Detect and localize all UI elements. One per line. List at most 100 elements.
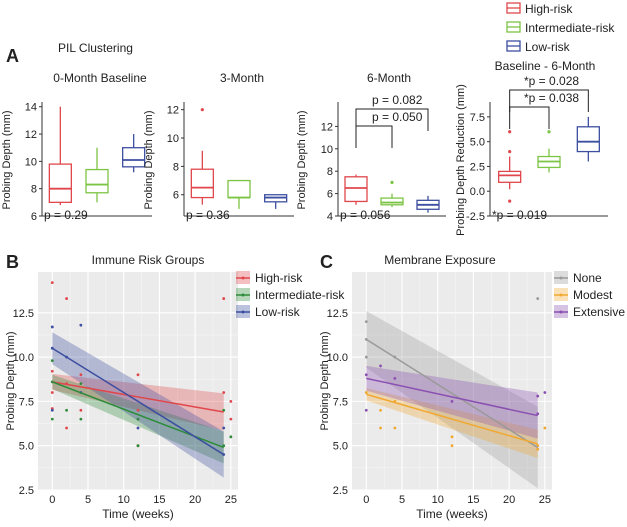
chart-title: Immune Risk Groups	[92, 253, 205, 267]
box-low-risk	[122, 147, 146, 168]
p-value-annotation: *p = 0.038	[524, 91, 579, 105]
significance-bracket	[509, 89, 589, 112]
regression-line-modest	[366, 393, 538, 445]
data-point	[50, 325, 54, 329]
scatter-panel-immune-risk: 2.5 5.0 7.5 10.0 12.5 0 5 10 15 20 25 Immune Risk G…	[5, 253, 345, 521]
data-point	[229, 435, 233, 439]
y-tick-label: 8	[327, 166, 333, 178]
legend-label: Extensive	[573, 305, 625, 319]
box-outlier	[390, 180, 394, 184]
data-point	[136, 408, 140, 412]
data-point	[450, 399, 454, 403]
box-panel-baseline: 0-Month Baseline 6 8 10 12 14 Probing Depth (m…	[1, 71, 152, 223]
y-tick-label: 12	[321, 121, 333, 133]
chart-title: Baseline - 6-Month	[495, 59, 596, 73]
y-tick-label: 7.5	[19, 396, 34, 408]
y-tick-label: 10	[321, 144, 333, 156]
y-tick-label: 10.0	[327, 352, 348, 364]
regression-line-high-risk	[52, 381, 224, 413]
data-point	[364, 373, 368, 377]
y-tick-label: 7.5	[333, 396, 348, 408]
y-tick-label: 2.5	[333, 485, 348, 497]
data-point	[543, 391, 547, 394]
plot-background	[352, 272, 552, 490]
x-tick-label: 0	[363, 494, 369, 506]
data-point	[65, 408, 68, 412]
panel-letter-c: C	[320, 252, 333, 272]
box-outlier	[200, 108, 204, 112]
x-tick-label: 10	[118, 494, 130, 506]
data-point	[536, 412, 540, 416]
p-value-annotation: p = 0.36	[186, 208, 230, 222]
box-outlier	[547, 130, 551, 134]
x-tick-label: 15	[153, 494, 165, 506]
data-point	[536, 394, 540, 398]
p-value-annotation: p = 0.056	[340, 208, 391, 222]
x-tick-label: 15	[467, 494, 479, 506]
data-point	[364, 391, 368, 394]
y-tick-label: 6	[31, 211, 37, 223]
top-legend-label: Low-risk	[525, 40, 571, 54]
box-outlier	[508, 130, 512, 134]
data-point	[79, 323, 83, 327]
top-legend-label: High-risk	[525, 2, 573, 16]
y-tick-label: 8	[31, 184, 37, 196]
chart-title: 3-Month	[220, 71, 264, 85]
p-value-annotation: *p = 0.028	[524, 74, 579, 88]
top-legend: High-risk Intermediate-risk Low-risk	[506, 2, 615, 54]
data-point	[450, 435, 454, 439]
data-point	[364, 320, 368, 324]
y-tick-label: 10.0	[13, 352, 34, 364]
x-tick-label: 5	[399, 494, 405, 506]
significance-bracket	[509, 106, 550, 129]
confidence-band-high-risk	[52, 373, 224, 431]
box-intermediate-risk	[85, 168, 109, 194]
data-point	[229, 417, 233, 421]
regression-line-none	[365, 338, 539, 449]
data-point	[222, 426, 226, 430]
x-tick-label: 10	[432, 494, 444, 506]
legend-key-point	[559, 276, 563, 280]
y-tick-label: 12.5	[327, 308, 348, 320]
plot-background	[38, 272, 238, 490]
box-high-risk	[190, 168, 214, 199]
y-tick-label: 14	[25, 102, 37, 114]
significance-bracket	[355, 108, 429, 131]
data-point	[136, 417, 140, 421]
data-point	[79, 408, 83, 412]
data-point	[379, 426, 382, 430]
panel-letter-b: B	[6, 252, 19, 272]
legend-label: High-risk	[255, 271, 303, 285]
y-tick-label: 12	[167, 105, 179, 117]
data-point	[50, 281, 54, 285]
x-tick-label: 20	[503, 494, 515, 506]
top-legend-item-low-risk: Low-risk	[506, 40, 571, 54]
legend-key-point	[241, 276, 245, 280]
data-point	[536, 297, 540, 300]
y-axis-label: Probing Depth (mm)	[319, 331, 331, 430]
box-low-risk	[576, 126, 600, 153]
data-point	[50, 408, 54, 412]
box-panel-3-month: 3-Month 6 8 10 12 Probing Depth (mm) p = 0.36	[143, 71, 294, 222]
data-point	[65, 426, 68, 430]
confidence-band-low-risk	[52, 332, 224, 478]
data-point	[136, 426, 140, 430]
x-axis-label: Time (weeks)	[416, 507, 488, 521]
data-point	[79, 382, 83, 386]
y-tick-label: 6	[173, 190, 179, 202]
chart-title: Membrane Exposure	[384, 253, 496, 267]
x-tick-label: 5	[85, 494, 91, 506]
y-axis-label: Probing Depth (mm)	[296, 110, 308, 209]
x-tick-label: 25	[225, 494, 237, 506]
y-tick-label: 7.5	[470, 112, 485, 124]
data-point	[393, 426, 397, 430]
legend-label: None	[573, 271, 602, 285]
y-axis-label: Probing Depth (mm)	[5, 331, 17, 430]
regression-line-extensive	[366, 377, 538, 417]
chart-title: 0-Month Baseline	[53, 71, 147, 85]
y-axis-label: Probing Depth Reduction (mm)	[455, 84, 467, 236]
box-outlier	[508, 199, 512, 203]
x-axis-label: Time (weeks)	[102, 507, 174, 521]
data-point	[79, 417, 83, 421]
top-legend-label: Intermediate-risk	[525, 21, 615, 35]
